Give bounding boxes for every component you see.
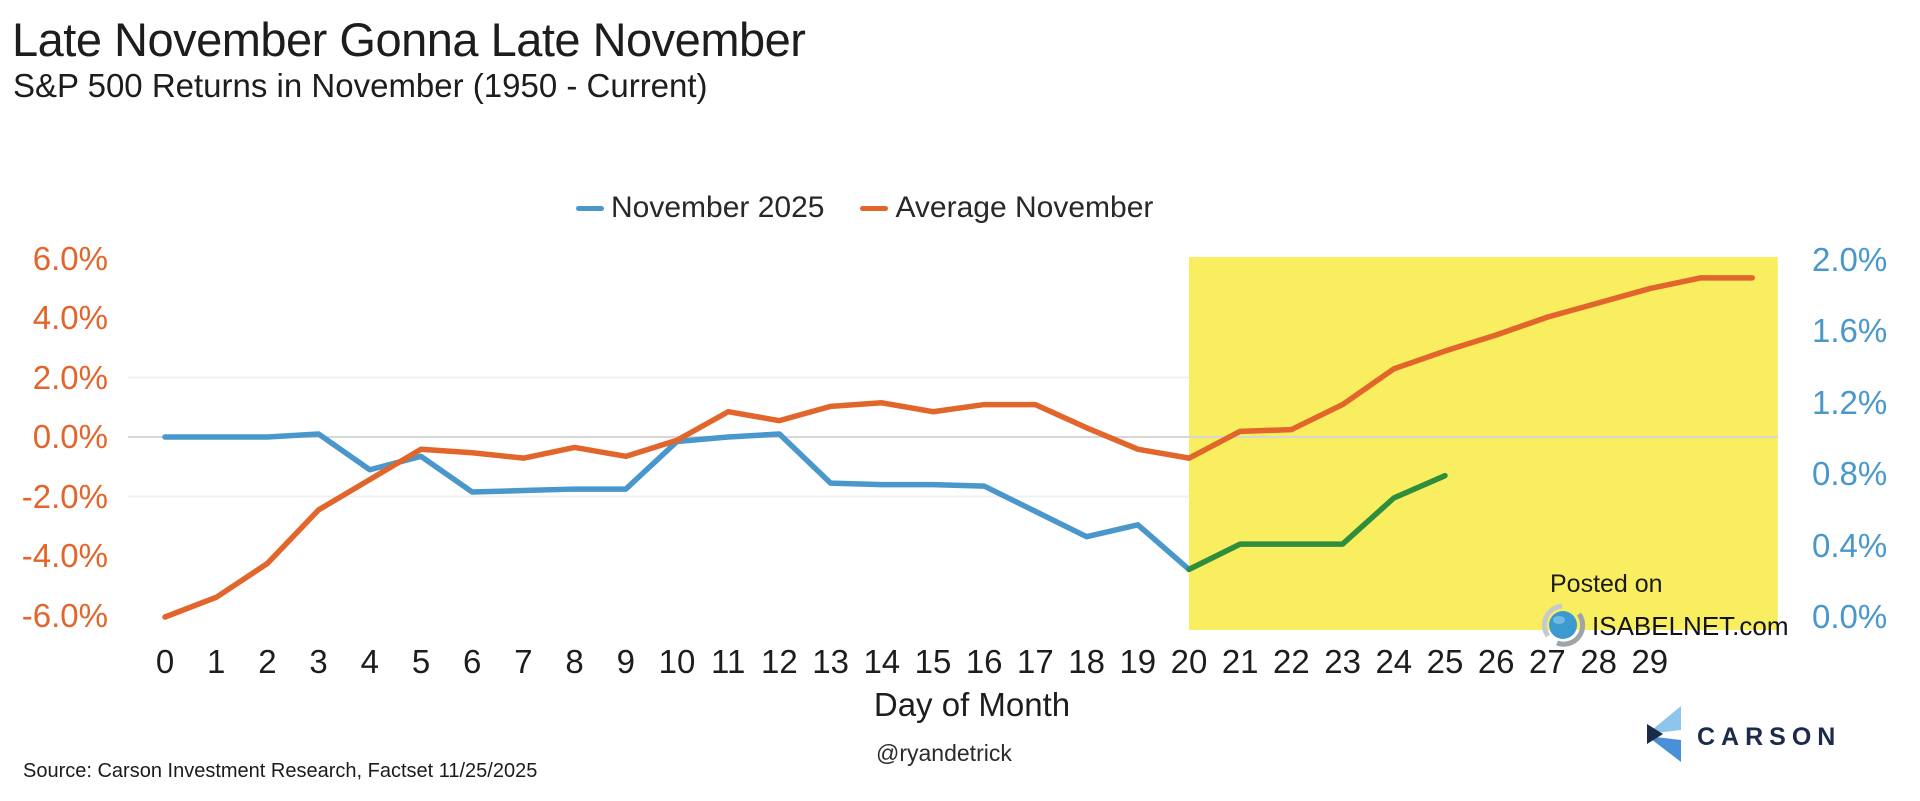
x-axis-tick: 1 xyxy=(207,643,226,680)
legend-item-average-november: Average November xyxy=(860,191,1153,225)
x-axis-tick: 9 xyxy=(616,643,635,680)
source-note: Source: Carson Investment Research, Fact… xyxy=(23,760,538,782)
x-axis-tick: 28 xyxy=(1580,643,1617,680)
highlight-region xyxy=(1189,257,1778,630)
carson-logo: CARSON xyxy=(1641,704,1841,771)
isabelnet-watermark: Posted on ISABELNET.com xyxy=(1540,570,1789,652)
left-axis-tick: -2.0% xyxy=(21,477,108,515)
x-axis-tick: 8 xyxy=(565,643,584,680)
left-axis-tick: 2.0% xyxy=(32,358,108,396)
legend-label-november-2025: November 2025 xyxy=(611,191,825,224)
right-axis-tick: 0.0% xyxy=(1812,598,1888,635)
x-axis-tick: 12 xyxy=(761,643,798,680)
x-axis-tick: 29 xyxy=(1631,643,1669,680)
x-axis-tick: 0 xyxy=(155,643,175,680)
x-axis-tick: 7 xyxy=(514,643,533,680)
left-axis-tick: 4.0% xyxy=(32,299,108,336)
series-line-average-november xyxy=(162,275,1755,620)
x-axis-tick: 13 xyxy=(812,643,849,680)
left-axis-tick: 6.0% xyxy=(32,239,108,277)
legend: November 2025 Average November xyxy=(576,191,1153,225)
right-axis-tick: 0.4% xyxy=(1812,526,1888,564)
x-axis-tick: 21 xyxy=(1221,643,1259,680)
right-axis-tick: 0.8% xyxy=(1812,455,1888,493)
x-axis-tick: 3 xyxy=(309,643,328,680)
x-axis-tick: 26 xyxy=(1477,643,1515,680)
watermark-posted-on: Posted on xyxy=(1550,570,1663,598)
legend-label-average-november: Average November xyxy=(895,191,1154,224)
chart-title: Late November Gonna Late November xyxy=(12,13,806,66)
x-axis-tick: 6 xyxy=(463,643,482,680)
x-axis-tick: 23 xyxy=(1324,643,1361,680)
x-axis-tick: 5 xyxy=(411,643,431,680)
x-axis-tick: 15 xyxy=(914,643,952,680)
x-axis-tick: 17 xyxy=(1017,643,1054,680)
right-axis-tick: 1.6% xyxy=(1812,312,1888,350)
legend-line-swatch-average-november-icon xyxy=(860,205,889,211)
x-axis-tick: 4 xyxy=(360,643,379,680)
right-axis-tick: 2.0% xyxy=(1812,241,1888,278)
right-axis-tick: 1.2% xyxy=(1812,383,1888,421)
x-axis-tick: 20 xyxy=(1170,643,1208,680)
x-axis-tick: 19 xyxy=(1119,643,1157,680)
legend-item-november-2025: November 2025 xyxy=(576,191,824,225)
x-axis-tick: 10 xyxy=(658,643,696,680)
x-axis-tick: 25 xyxy=(1426,643,1464,680)
x-axis-tick: 11 xyxy=(711,643,746,680)
watermark-site-name: ISABELNET.com xyxy=(1592,611,1789,641)
x-axis-tick: 18 xyxy=(1068,643,1105,680)
x-axis-tick: 24 xyxy=(1375,643,1413,680)
author-handle: @ryandetrick xyxy=(876,740,1012,766)
left-axis-tick: 0.0% xyxy=(32,418,108,455)
isabelnet-globe-icon xyxy=(1540,601,1586,652)
legend-line-swatch-november-2025-icon xyxy=(576,205,604,211)
x-axis-tick: 16 xyxy=(965,643,1003,680)
carson-logo-icon xyxy=(1641,704,1683,771)
left-axis-tick: -6.0% xyxy=(21,596,108,634)
chart-subtitle: S&P 500 Returns in November (1950 - Curr… xyxy=(13,67,708,104)
x-axis-tick: 14 xyxy=(863,643,901,680)
x-axis-tick: 22 xyxy=(1273,643,1310,680)
series-line-november-2025-late-month-segment-unlabeled-green xyxy=(1186,472,1448,573)
x-axis-tick: 27 xyxy=(1529,643,1566,680)
x-axis-tick: 2 xyxy=(258,643,277,680)
left-axis-tick: -4.0% xyxy=(21,537,108,574)
carson-logo-text: CARSON xyxy=(1697,723,1842,751)
x-axis-title: Day of Month xyxy=(873,686,1071,723)
series-line-november-2025 xyxy=(162,431,1192,573)
